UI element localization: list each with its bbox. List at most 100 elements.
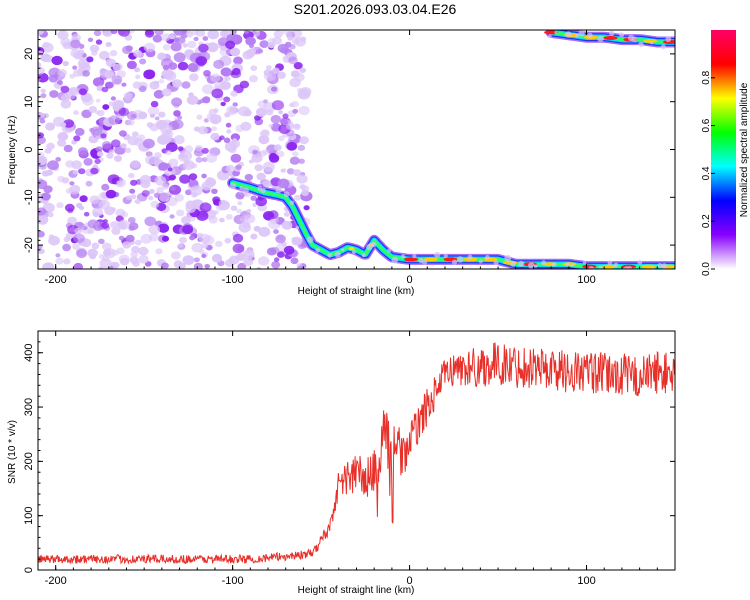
noise-blob bbox=[144, 30, 155, 38]
noise-blob bbox=[42, 41, 50, 48]
noise-blob bbox=[153, 80, 160, 86]
top-ridge-peak bbox=[603, 36, 618, 40]
noise-blob bbox=[89, 195, 100, 204]
noise-blob bbox=[96, 109, 105, 117]
noise-blob bbox=[165, 149, 172, 156]
noise-blob bbox=[94, 158, 101, 165]
noise-blob bbox=[277, 43, 289, 53]
noise-blob bbox=[38, 66, 45, 75]
descending-ridge-speckle bbox=[493, 260, 499, 266]
noise-blob bbox=[299, 136, 309, 145]
spec-xtick-label: 0 bbox=[407, 274, 413, 286]
noise-blob bbox=[298, 158, 305, 164]
noise-blob bbox=[106, 152, 114, 159]
noise-blob bbox=[246, 208, 252, 213]
noise-blob bbox=[278, 110, 284, 115]
noise-blob bbox=[208, 216, 218, 224]
noise-blob bbox=[132, 81, 142, 89]
noise-blob bbox=[218, 199, 228, 207]
noise-blob bbox=[197, 126, 208, 135]
noise-blob bbox=[292, 108, 299, 114]
descending-ridge-speckle bbox=[275, 186, 282, 194]
noise-blob bbox=[41, 170, 50, 177]
top-ridge-speckle bbox=[547, 34, 552, 38]
noise-blob bbox=[118, 235, 125, 241]
noise-blob bbox=[146, 122, 154, 128]
noise-blob bbox=[172, 79, 182, 88]
noise-blob bbox=[130, 179, 138, 186]
noise-blob bbox=[259, 40, 269, 48]
noise-blob bbox=[208, 108, 217, 116]
figure-title: S201.2026.093.03.04.E26 bbox=[294, 1, 457, 17]
noise-blob bbox=[57, 132, 69, 141]
noise-blob bbox=[72, 243, 80, 250]
noise-blob bbox=[92, 164, 98, 169]
noise-blob bbox=[111, 227, 121, 236]
descending-ridge-speckle bbox=[366, 243, 373, 251]
descending-ridge-peak bbox=[404, 257, 418, 262]
spec-ytick-label: -20 bbox=[23, 237, 35, 253]
noise-blob bbox=[154, 152, 162, 159]
noise-blob bbox=[61, 177, 70, 184]
descending-ridge-peak bbox=[348, 246, 355, 251]
noise-blob bbox=[77, 58, 90, 69]
descending-ridge-speckle bbox=[283, 191, 290, 198]
noise-blob bbox=[95, 146, 103, 153]
noise-blob bbox=[259, 129, 270, 138]
noise-blob bbox=[105, 58, 116, 68]
noise-blob bbox=[83, 211, 90, 217]
noise-blob bbox=[281, 220, 293, 230]
noise-blob bbox=[277, 71, 286, 79]
noise-blob bbox=[252, 202, 258, 207]
descending-ridge-speckle bbox=[541, 260, 546, 266]
noise-blob bbox=[82, 96, 94, 106]
noise-blob bbox=[189, 235, 196, 241]
noise-blob bbox=[173, 52, 186, 63]
noise-blob bbox=[73, 110, 79, 115]
noise-blob bbox=[98, 238, 105, 244]
noise-blob bbox=[110, 96, 116, 101]
noise-blob bbox=[262, 149, 270, 155]
spectrogram-clip bbox=[38, 30, 675, 269]
noise-blob bbox=[73, 233, 85, 244]
noise-blob bbox=[188, 92, 194, 97]
noise-blob bbox=[152, 34, 163, 43]
noise-blob bbox=[270, 246, 280, 255]
noise-blob bbox=[225, 214, 233, 220]
colorbar-tick-label: 0.0 bbox=[701, 262, 712, 276]
noise-blob bbox=[223, 137, 231, 144]
noise-blob bbox=[126, 60, 137, 70]
noise-blob bbox=[75, 127, 85, 136]
noise-blob bbox=[99, 258, 112, 269]
noise-blob bbox=[171, 97, 183, 107]
noise-blob bbox=[79, 195, 88, 203]
noise-blob bbox=[110, 30, 118, 35]
noise-blob bbox=[165, 142, 178, 153]
noise-blob bbox=[250, 233, 258, 240]
noise-blob bbox=[134, 67, 140, 73]
top-ridge-speckle bbox=[619, 32, 625, 38]
noise-blob bbox=[169, 214, 175, 219]
noise-blob bbox=[196, 210, 209, 221]
noise-blob bbox=[299, 67, 307, 74]
noise-blob bbox=[63, 144, 73, 153]
noise-blob bbox=[210, 132, 220, 141]
noise-blob bbox=[118, 107, 130, 117]
noise-blob bbox=[111, 139, 121, 148]
noise-blob bbox=[289, 156, 300, 165]
noise-blob bbox=[236, 208, 242, 214]
noise-blob bbox=[214, 80, 226, 91]
noise-blob bbox=[271, 261, 281, 269]
top-ridge-speckle bbox=[638, 41, 644, 48]
noise-blob bbox=[225, 122, 232, 128]
noise-blob bbox=[138, 246, 149, 256]
noise-blob bbox=[202, 36, 209, 41]
noise-blob bbox=[224, 237, 232, 244]
noise-blob bbox=[47, 160, 59, 171]
noise-blob bbox=[299, 87, 312, 97]
noise-blob bbox=[268, 123, 274, 128]
noise-blob bbox=[62, 60, 69, 67]
noise-blob bbox=[283, 211, 290, 217]
noise-blob bbox=[193, 262, 203, 269]
